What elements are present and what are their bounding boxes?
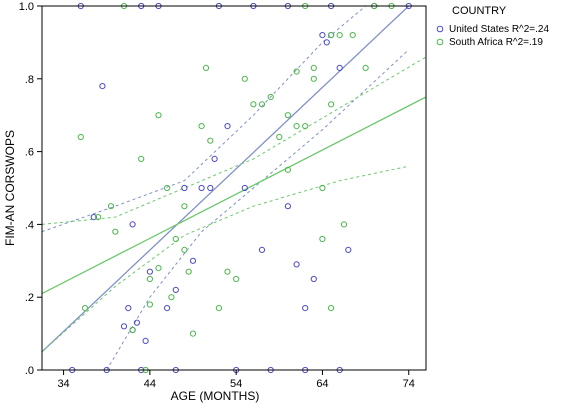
south-africa-point bbox=[112, 228, 119, 235]
south-africa-point bbox=[185, 268, 192, 275]
united-states-point bbox=[142, 337, 149, 344]
united-states-fit-line bbox=[42, 5, 410, 353]
south-africa-point bbox=[189, 330, 197, 337]
south-africa-point bbox=[181, 246, 188, 253]
south-africa-point bbox=[146, 301, 153, 308]
south-africa-point bbox=[310, 75, 317, 82]
united-states-point bbox=[241, 184, 248, 192]
south-africa-point bbox=[258, 101, 266, 108]
south-africa-point bbox=[95, 214, 102, 221]
south-africa-point bbox=[146, 275, 153, 283]
united-states-point bbox=[146, 268, 153, 275]
south-africa-point bbox=[328, 101, 335, 108]
south-africa-point bbox=[172, 235, 179, 243]
united-states-point bbox=[181, 184, 188, 192]
south-africa-point bbox=[233, 275, 240, 283]
legend-label-united-states: United States R^2=.24 bbox=[449, 24, 549, 35]
south-africa-point bbox=[267, 93, 274, 101]
united-states-point bbox=[258, 246, 266, 253]
south-africa-point bbox=[250, 101, 257, 108]
united-states-point bbox=[207, 184, 214, 192]
y-tick-label: .6 bbox=[25, 147, 34, 159]
united-states-point bbox=[302, 305, 309, 312]
x-axis-title: AGE (MONTHS) bbox=[171, 389, 260, 403]
united-states-ci-upper-line bbox=[42, 5, 366, 233]
united-states-point bbox=[336, 64, 343, 72]
united-states-point bbox=[323, 39, 330, 46]
x-tick-label: 44 bbox=[144, 378, 156, 390]
y-tick-label: .4 bbox=[25, 219, 34, 231]
south-africa-point bbox=[293, 68, 300, 75]
united-states-point bbox=[125, 305, 132, 312]
south-africa-point bbox=[319, 184, 326, 192]
south-africa-point bbox=[224, 268, 231, 275]
legend-title: COUNTRY bbox=[452, 5, 507, 17]
south-africa-point bbox=[168, 294, 175, 301]
south-africa-point bbox=[77, 133, 84, 141]
x-tick-label: 64 bbox=[316, 378, 328, 390]
y-axis-title: FIM-AN CORSWOPS bbox=[3, 130, 17, 246]
legend-marker-united-states bbox=[436, 25, 444, 33]
united-states-point bbox=[164, 305, 171, 312]
south-africa-point bbox=[293, 123, 300, 130]
legend-label-south-africa: South Africa R^2=.19 bbox=[449, 37, 543, 48]
united-states-point bbox=[129, 221, 136, 228]
united-states-point bbox=[189, 257, 197, 264]
south-africa-ci-upper-line bbox=[42, 56, 426, 225]
united-states-point bbox=[293, 261, 300, 268]
south-africa-point bbox=[202, 64, 210, 72]
south-africa-point bbox=[82, 305, 89, 312]
south-africa-fit-line bbox=[42, 96, 426, 295]
x-tick-label: 34 bbox=[57, 378, 69, 390]
south-africa-point bbox=[302, 123, 309, 130]
plot-frame bbox=[41, 5, 427, 371]
y-tick-label: .8 bbox=[25, 74, 34, 86]
united-states-point bbox=[224, 123, 231, 130]
united-states-point bbox=[319, 32, 326, 39]
united-states-point bbox=[120, 323, 128, 330]
y-tick-label: 1.0 bbox=[19, 1, 34, 13]
south-africa-point bbox=[215, 305, 222, 312]
united-states-point bbox=[133, 319, 140, 326]
south-africa-point bbox=[310, 64, 317, 72]
united-states-point bbox=[99, 83, 106, 90]
united-states-point bbox=[284, 203, 291, 210]
south-africa-point bbox=[340, 221, 348, 228]
south-africa-point bbox=[129, 326, 136, 334]
south-africa-point bbox=[362, 64, 369, 72]
south-africa-point bbox=[155, 112, 162, 119]
south-africa-point bbox=[164, 184, 171, 192]
south-africa-point bbox=[328, 32, 335, 39]
y-tick-label: .2 bbox=[25, 292, 34, 304]
south-africa-point bbox=[284, 166, 291, 173]
south-africa-point bbox=[155, 265, 162, 272]
legend-marker-south-africa bbox=[436, 38, 444, 46]
united-states-point bbox=[310, 275, 317, 283]
united-states-point bbox=[172, 286, 179, 293]
x-tick-label: 54 bbox=[230, 378, 242, 390]
south-africa-point bbox=[138, 155, 145, 162]
united-states-point bbox=[198, 184, 205, 192]
united-states-point bbox=[211, 155, 218, 162]
south-africa-point bbox=[284, 112, 291, 119]
south-africa-point bbox=[207, 137, 214, 144]
y-tick-label: .0 bbox=[25, 365, 34, 377]
south-africa-point bbox=[349, 32, 356, 39]
south-africa-ci-lower-line bbox=[42, 165, 409, 353]
south-africa-point bbox=[319, 235, 326, 243]
south-africa-point bbox=[336, 32, 343, 39]
south-africa-point bbox=[276, 133, 283, 141]
south-africa-point bbox=[241, 75, 248, 82]
axes: 34 44 54 64 74 .0 .2 .4 .6 .8 1.0 bbox=[19, 1, 427, 390]
south-africa-point bbox=[107, 203, 115, 210]
south-africa-point bbox=[198, 123, 205, 130]
united-states-point bbox=[90, 214, 97, 221]
south-africa-point bbox=[328, 305, 335, 312]
united-states-point bbox=[345, 246, 352, 253]
x-tick-label: 74 bbox=[403, 378, 415, 390]
legend: COUNTRY United States R^2=.24 South Afri… bbox=[436, 5, 549, 48]
south-africa-point bbox=[181, 203, 188, 210]
